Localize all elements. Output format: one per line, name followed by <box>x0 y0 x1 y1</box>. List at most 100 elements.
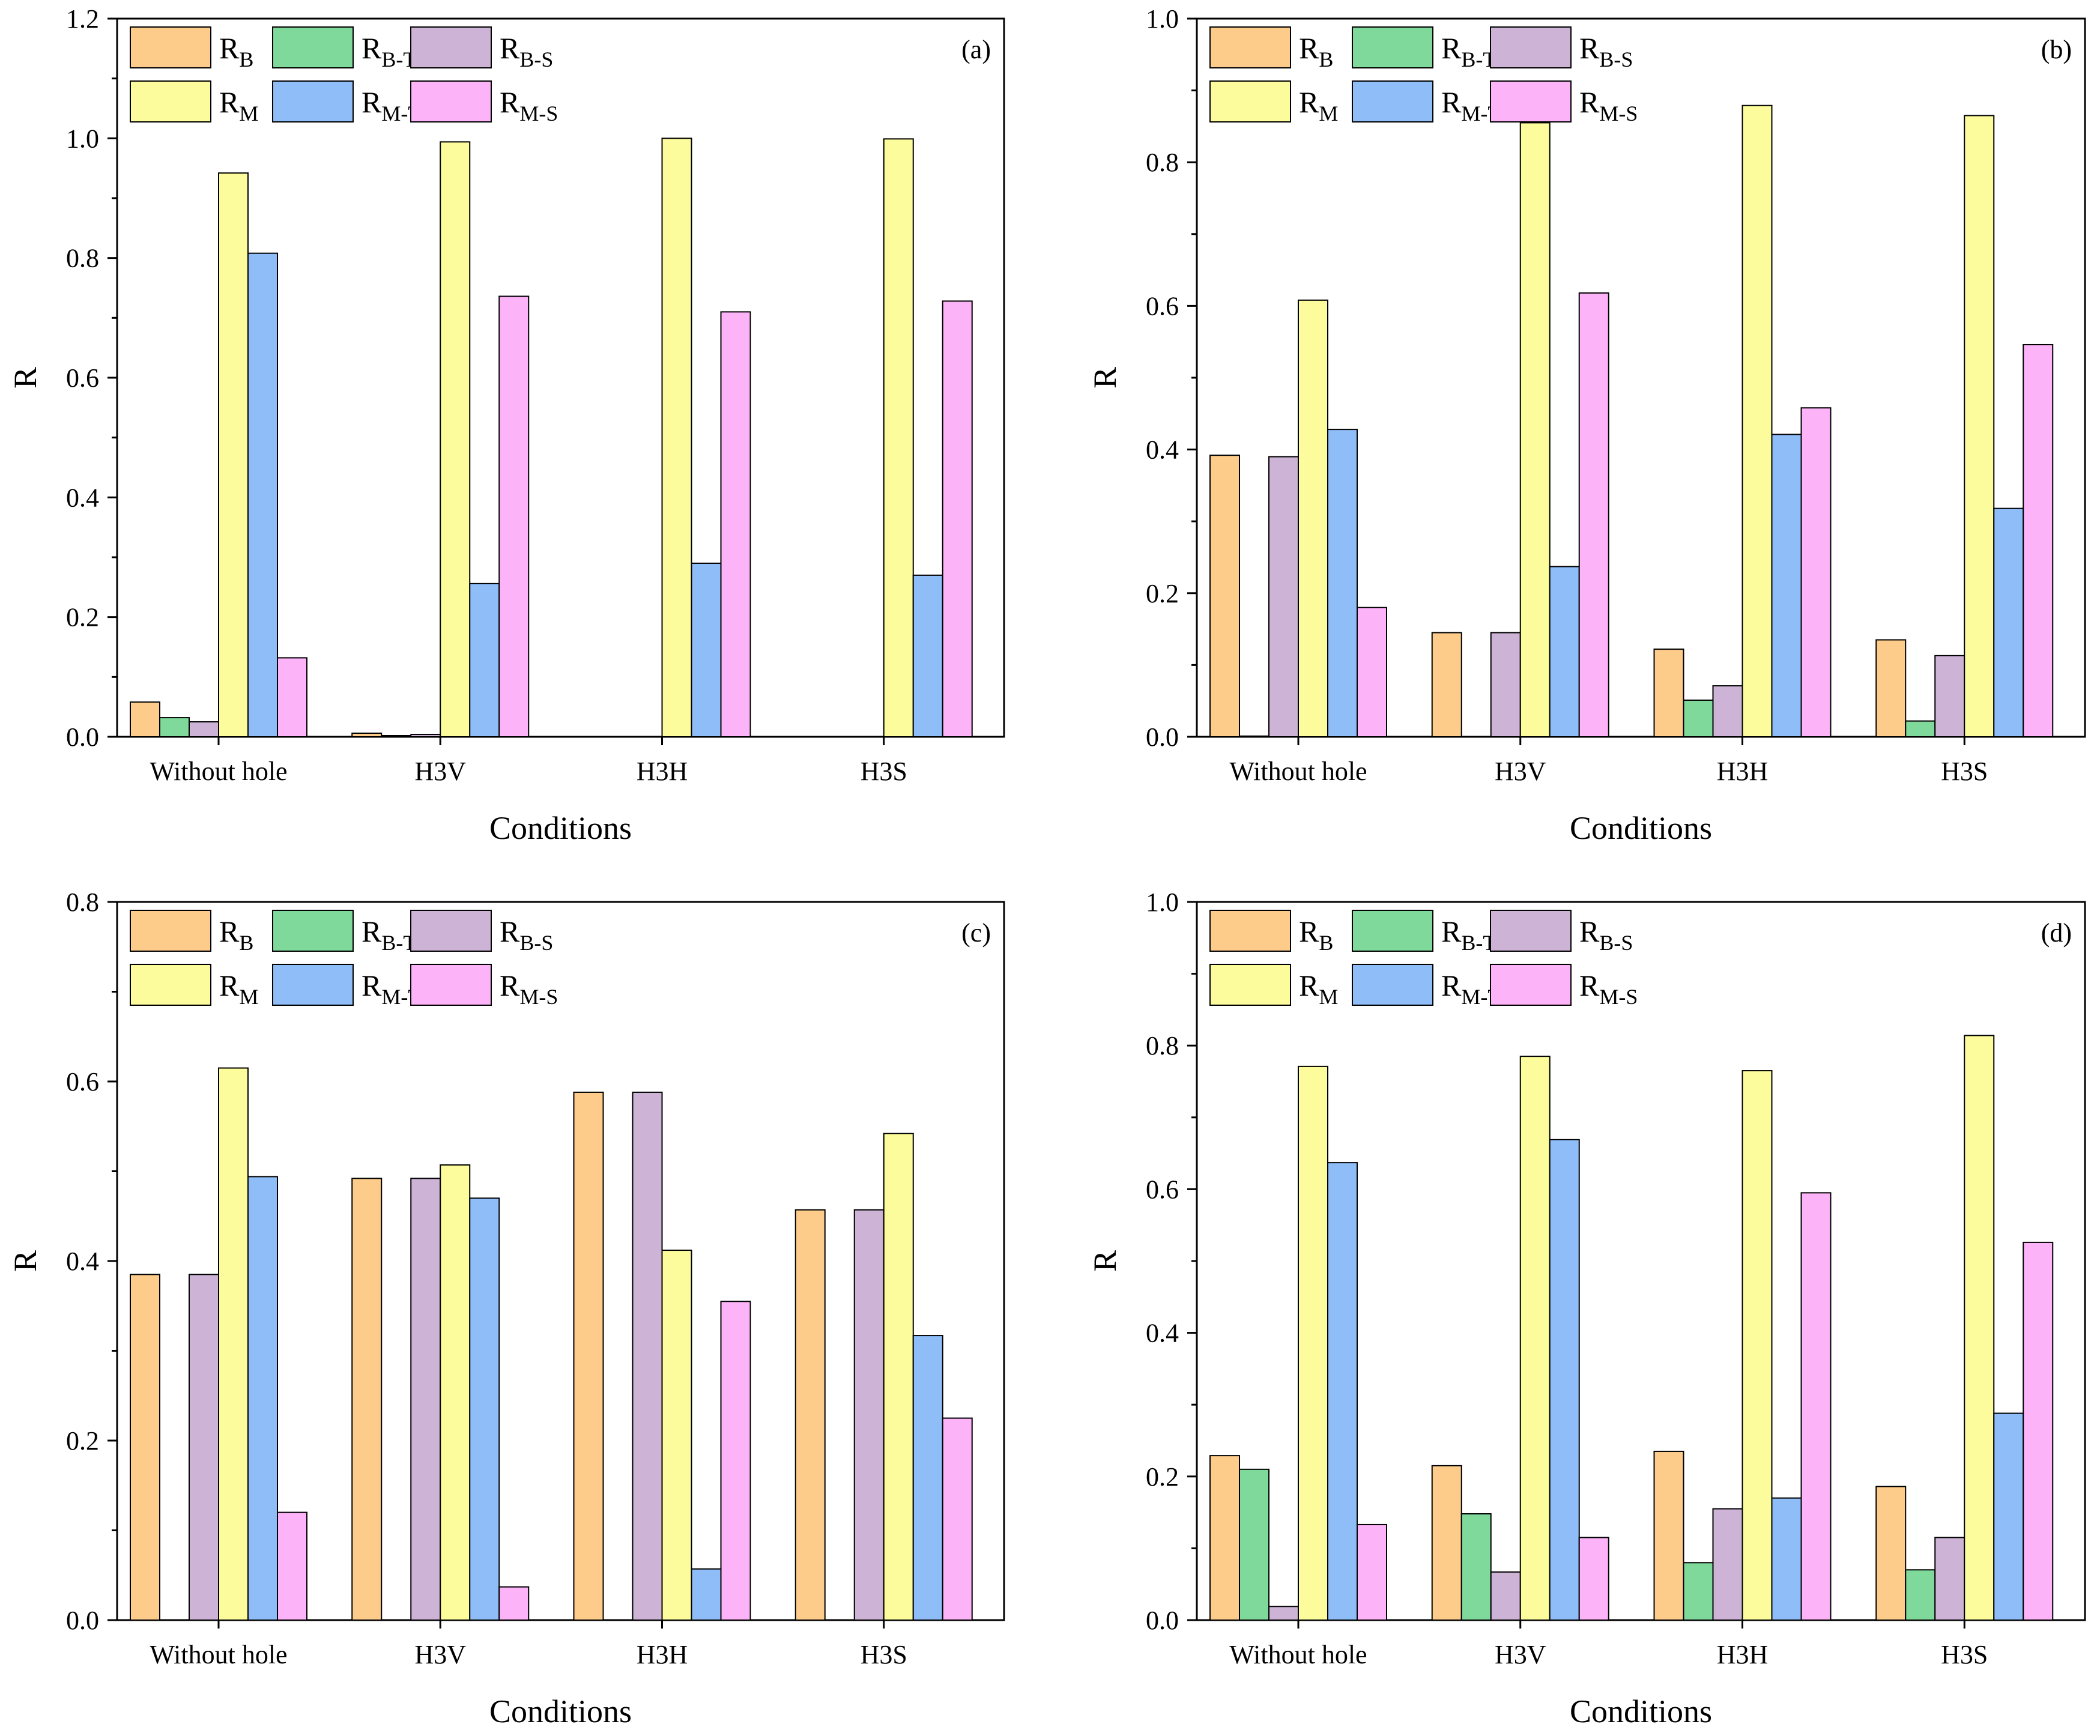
x-tick-label: Without hole <box>150 1640 287 1669</box>
y-tick-label: 0.6 <box>66 1067 99 1096</box>
legend-main: R <box>1441 969 1462 1002</box>
legend-subscript: B <box>1319 931 1333 955</box>
y-tick-label: 0.6 <box>1146 1175 1179 1204</box>
legend-swatch-m-t <box>272 80 354 122</box>
legend-main: R <box>1299 85 1319 119</box>
bar-m-t-0 <box>247 252 278 737</box>
bar-m-1 <box>1519 122 1551 738</box>
bar-b-2 <box>1653 1450 1684 1621</box>
legend-swatch-m-t <box>1352 80 1433 122</box>
bar-b-t-0 <box>1239 735 1269 737</box>
legend-main: R <box>1441 85 1462 119</box>
legend: RB RB-T RB-SRM RM-T RM-S <box>130 26 558 126</box>
legend-subscript: M-S <box>519 101 558 126</box>
legend-label-b-s: RB-S <box>500 915 553 955</box>
bar-m-0 <box>218 1067 249 1621</box>
bar-b-s-0 <box>1268 456 1299 737</box>
legend-swatch-m-t <box>272 964 354 1006</box>
bar-b-2 <box>573 1091 604 1621</box>
bar-m-s-0 <box>1357 1523 1387 1621</box>
legend-label-m: RM <box>219 969 258 1009</box>
legend-subscript: B-S <box>1599 47 1633 71</box>
legend-label-b-t: RB-T <box>1441 31 1496 71</box>
legend-label-b: RB <box>219 915 253 955</box>
legend-swatch-b-s <box>410 26 492 68</box>
bar-b-2 <box>1653 649 1684 738</box>
y-axis-title: R <box>7 1250 43 1272</box>
bar-m-t-2 <box>1771 434 1802 737</box>
legend-swatch-b <box>130 26 211 68</box>
legend-main: R <box>1579 969 1600 1002</box>
legend-main: R <box>219 969 240 1002</box>
legend-main: R <box>219 915 240 948</box>
legend-main: R <box>500 31 520 65</box>
y-tick-label: 0.4 <box>1146 435 1179 465</box>
legend-label-b-t: RB-T <box>1441 915 1496 955</box>
bar-b-t-2 <box>1683 700 1714 738</box>
legend-subscript: B <box>1319 47 1333 71</box>
bar-m-2 <box>661 1250 692 1621</box>
legend-label-b: RB <box>1299 915 1333 955</box>
bar-m-s-3 <box>2023 343 2054 737</box>
chart-panel-c: Without hole H3V H3H H3S 0.0 0.2 0.4 0.6 0.8 Cond… <box>7 888 1005 1729</box>
x-tick-label: H3H <box>1717 1640 1769 1669</box>
legend-swatch-b <box>130 910 211 952</box>
bar-m-t-3 <box>1993 507 2024 737</box>
bar-m-s-2 <box>1800 1192 1832 1621</box>
bar-b-s-2 <box>632 1091 663 1621</box>
bar-m-2 <box>1741 104 1773 738</box>
bar-b-t-1 <box>1460 1513 1492 1621</box>
legend-subscript: M <box>1319 985 1338 1009</box>
bar-m-t-2 <box>1771 1497 1802 1621</box>
x-tick-label: H3S <box>861 757 907 786</box>
bar-m-t-0 <box>1327 429 1358 737</box>
bar-b-0 <box>130 1274 160 1621</box>
bar-m-t-1 <box>1549 1139 1580 1621</box>
bar-m-0 <box>1298 299 1328 738</box>
bar-b-t-2 <box>1683 1562 1714 1621</box>
y-tick-label: 1.2 <box>66 4 99 34</box>
bar-m-s-1 <box>498 295 530 738</box>
y-axis-title: R <box>1087 367 1123 389</box>
y-tick-label: 0.4 <box>66 1247 99 1276</box>
x-axis-title: Conditions <box>489 810 632 846</box>
bar-b-s-0 <box>1268 1606 1299 1621</box>
legend-swatch-m <box>130 80 211 122</box>
y-tick-label: 0.2 <box>66 603 99 632</box>
bar-b-s-1 <box>410 1178 441 1621</box>
legend-label-b-s: RB-S <box>1579 915 1633 955</box>
legend-label-b-t: RB-T <box>362 31 416 71</box>
legend-subscript: B-S <box>519 931 553 955</box>
legend-main: R <box>362 915 382 948</box>
legend-main: R <box>1579 915 1600 948</box>
bar-b-t-3 <box>824 1619 855 1621</box>
bar-m-t-2 <box>691 1568 722 1621</box>
legend-main: R <box>362 31 382 65</box>
bar-m-s-2 <box>1800 407 1832 737</box>
legend-main: R <box>1299 31 1319 65</box>
y-tick-label: 0.8 <box>1146 1031 1179 1060</box>
y-tick-label: 1.0 <box>1146 888 1179 917</box>
legend-swatch-m <box>130 964 211 1006</box>
bar-m-3 <box>1964 115 1995 738</box>
bar-b-1 <box>1431 1465 1462 1621</box>
legend-main: R <box>1299 915 1319 948</box>
legend-swatch-m-s <box>410 80 492 122</box>
bar-b-t-0 <box>159 717 190 738</box>
bar-m-t-2 <box>691 562 722 737</box>
legend-main: R <box>1441 31 1462 65</box>
bar-b-t-0 <box>1239 1468 1269 1621</box>
legend-swatch-b-s <box>410 910 492 952</box>
legend-main: R <box>500 969 520 1002</box>
legend-label-b-s: RB-S <box>500 31 553 71</box>
legend-main: R <box>219 31 240 65</box>
bar-b-t-3 <box>1905 720 1936 737</box>
legend-subscript: M-S <box>1599 985 1638 1009</box>
panel-tag: (b) <box>2041 35 2072 64</box>
legend-label-b-s: RB-S <box>1579 31 1633 71</box>
bar-m-s-0 <box>277 1511 307 1621</box>
y-tick-label: 0.2 <box>66 1426 99 1456</box>
x-tick-label: H3V <box>414 757 466 786</box>
bar-m-1 <box>440 141 471 737</box>
